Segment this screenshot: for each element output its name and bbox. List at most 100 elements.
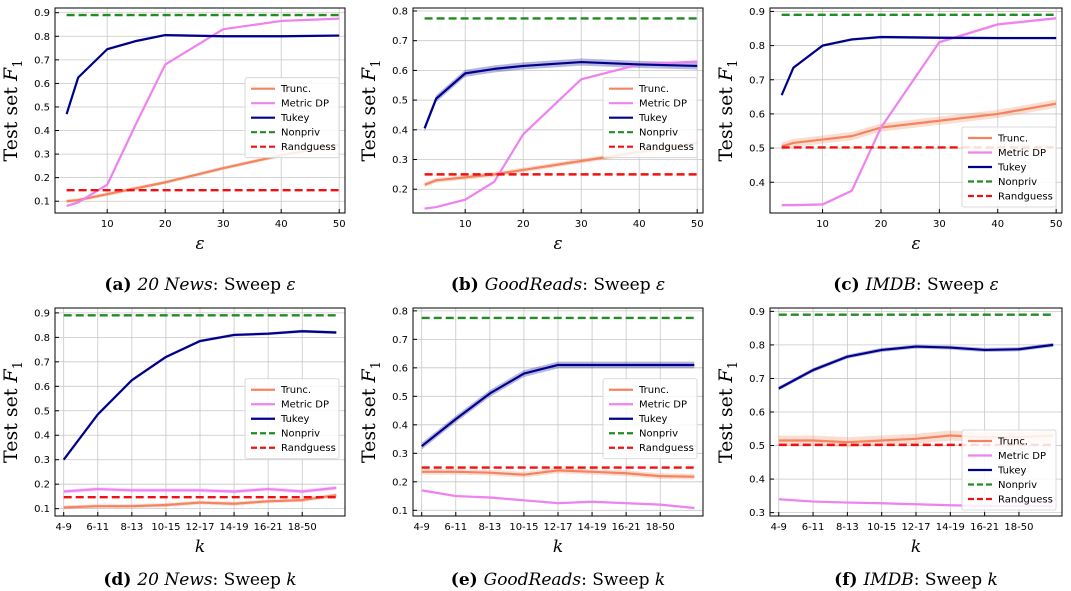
y-tick-label: 0.1 xyxy=(34,197,50,208)
legend-label: Nonpriv xyxy=(639,128,678,139)
x-tick-label: 6-11 xyxy=(802,522,825,533)
y-tick-label: 0.6 xyxy=(392,363,408,374)
x-tick-label: 12-17 xyxy=(543,522,572,533)
x-tick-label: 30 xyxy=(217,219,230,230)
series-line-metricdp xyxy=(781,17,1057,207)
caption-dataset: IMDB xyxy=(865,275,916,295)
y-tick-label: 0.5 xyxy=(749,144,765,155)
legend-label: Metric DP xyxy=(998,148,1046,159)
legend: Trunc. Metric DP Tukey Nonpriv Randguess xyxy=(602,77,698,159)
caption-rest: : Sweep xyxy=(916,275,990,295)
legend-label: Metric DP xyxy=(281,99,329,110)
legend-box xyxy=(244,378,340,460)
x-tick-label: 16-21 xyxy=(970,522,999,533)
legend-label: Tukey xyxy=(280,414,310,425)
x-tick-label: 10 xyxy=(459,219,472,230)
series-line-trunc xyxy=(421,469,695,478)
x-tick-label: 16-21 xyxy=(254,522,283,533)
y-tick-label: 0.8 xyxy=(749,340,765,351)
y-tick-label: 0.2 xyxy=(392,477,408,488)
y-tick-label: 0.9 xyxy=(34,8,50,19)
legend-label: Trunc. xyxy=(638,84,669,95)
legend-label: Tukey xyxy=(638,414,668,425)
caption-dataset: IMDB xyxy=(863,570,914,590)
y-axis-label-subscript: 1 xyxy=(726,59,741,67)
y-axis-label-text: Test set xyxy=(0,382,22,463)
legend-label: Randguess xyxy=(639,443,694,454)
caption-dataset: 20 News xyxy=(136,275,213,295)
caption-symbol: ε xyxy=(286,275,295,295)
y-tick-label: 0.6 xyxy=(34,79,50,90)
x-tick-label: 30 xyxy=(575,219,588,230)
legend-label: Tukey xyxy=(997,466,1027,477)
y-axis-label-subscript: 1 xyxy=(369,59,384,67)
panel-caption: (d) 20 News: Sweep k xyxy=(103,570,296,590)
caption-dataset: GoodReads xyxy=(484,570,582,590)
panel-caption: (e) GoodReads: Sweep k xyxy=(451,570,665,590)
x-tick-label: 18-50 xyxy=(288,522,317,533)
x-axis-label: ε xyxy=(195,234,204,254)
panel-4: 0.1 0.2 0.3 0.4 0.5 0.6 0.7 0.8 0.9 4-9 6-11 8-13 10… xyxy=(0,307,346,590)
panel-caption: (c) IMDB: Sweep ε xyxy=(833,275,998,295)
series-band-0 xyxy=(781,99,1057,151)
y-tick-label: 0.6 xyxy=(34,382,50,393)
series-line-tukey xyxy=(421,363,695,448)
series-band-0 xyxy=(421,467,695,480)
y-tick-label: 0.9 xyxy=(749,307,765,318)
panel-2: 0.2 0.3 0.4 0.5 0.6 0.7 0.8 10 20 30 40 50 Test set … xyxy=(358,6,704,295)
x-tick-label: 6-11 xyxy=(444,522,467,533)
caption-label: (a) xyxy=(104,275,137,295)
caption-rest: : Sweep xyxy=(582,275,656,295)
series-band-2 xyxy=(778,342,1054,391)
legend-box xyxy=(602,378,698,460)
y-tick-label: 0.5 xyxy=(34,406,50,417)
y-axis-label-text: Test set xyxy=(358,81,380,162)
y-tick-label: 0.4 xyxy=(34,431,50,442)
y-axis-label-text: Test set xyxy=(0,81,22,162)
legend-label: Tukey xyxy=(280,113,310,124)
caption-symbol: k xyxy=(988,570,998,590)
caption-symbol: ε xyxy=(990,275,999,295)
x-tick-label: 12-17 xyxy=(185,522,214,533)
y-tick-label: 0.8 xyxy=(749,41,765,52)
legend-box xyxy=(602,77,698,159)
legend-label: Nonpriv xyxy=(639,429,678,440)
x-tick-label: 6-11 xyxy=(86,522,109,533)
caption-label: (c) xyxy=(833,275,865,295)
x-axis-label: k xyxy=(911,537,921,557)
x-axis-label: k xyxy=(553,537,563,557)
y-axis-label: Test set F1 xyxy=(358,59,384,161)
series-line-metricdp xyxy=(63,486,337,493)
series-line-metricdp xyxy=(421,489,695,510)
legend-box xyxy=(961,126,1057,208)
legend-label: Nonpriv xyxy=(281,128,320,139)
legend-label: Tukey xyxy=(997,163,1027,174)
x-tick-label: 4-9 xyxy=(56,522,72,533)
series-line-metricdp xyxy=(66,17,340,207)
plot-frame xyxy=(54,7,346,214)
series-band-2 xyxy=(421,361,695,450)
y-axis-label-subscript: 1 xyxy=(11,361,26,369)
x-tick-label: 4-9 xyxy=(414,522,430,533)
x-tick-label: 4-9 xyxy=(771,522,787,533)
x-tick-label: 40 xyxy=(991,219,1004,230)
legend-label: Randguess xyxy=(281,443,336,454)
y-tick-label: 0.2 xyxy=(392,185,408,196)
x-tick-label: 18-50 xyxy=(646,522,675,533)
legend-label: Randguess xyxy=(998,495,1053,506)
y-axis-label-subscript: 1 xyxy=(726,361,741,369)
y-tick-label: 0.8 xyxy=(34,32,50,43)
y-tick-label: 0.2 xyxy=(34,173,50,184)
y-tick-label: 0.1 xyxy=(392,506,408,517)
x-tick-label: 8-13 xyxy=(478,522,501,533)
y-tick-label: 0.9 xyxy=(749,7,765,18)
caption-label: (f) xyxy=(834,570,863,590)
legend-label: Trunc. xyxy=(997,134,1028,145)
x-tick-label: 8-13 xyxy=(836,522,859,533)
y-tick-label: 0.2 xyxy=(34,480,50,491)
legend: Trunc. Metric DP Tukey Nonpriv Randguess xyxy=(961,429,1057,511)
x-tick-label: 10-15 xyxy=(151,522,180,533)
x-tick-label: 50 xyxy=(691,219,704,230)
y-tick-label: 0.7 xyxy=(392,36,408,47)
